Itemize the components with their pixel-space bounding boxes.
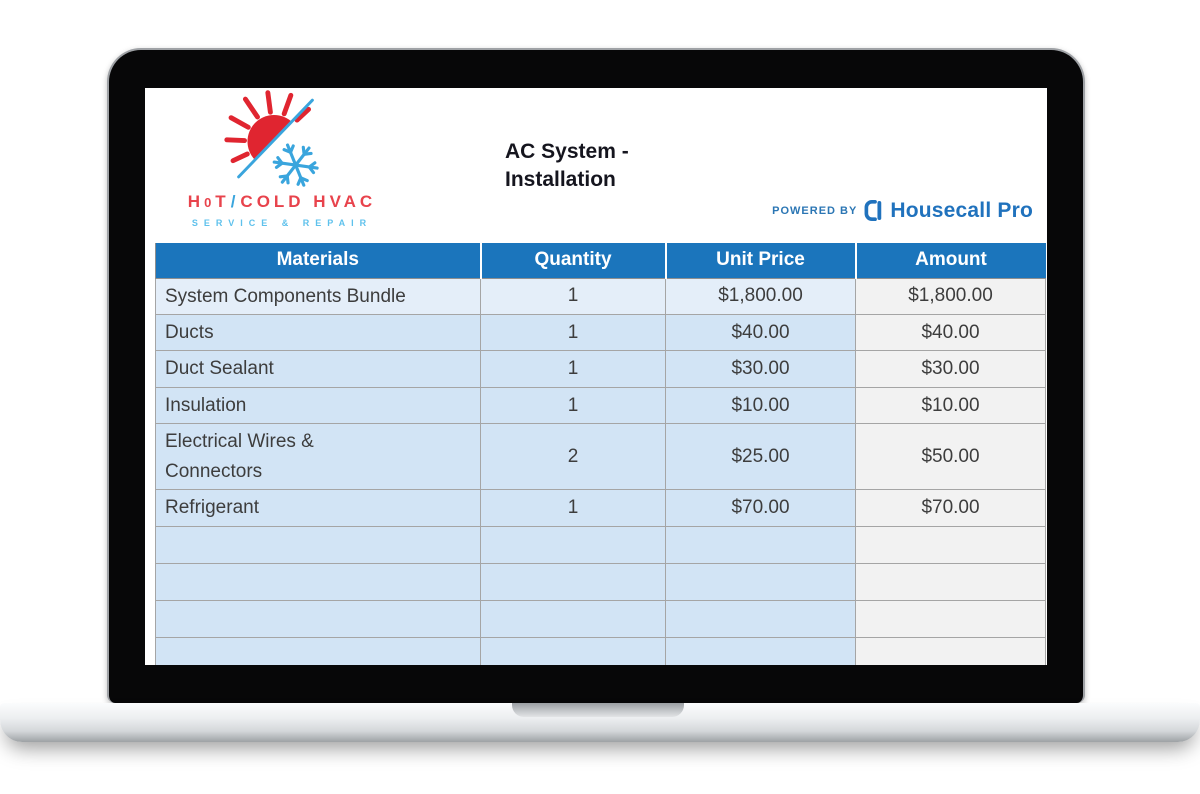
materials-table: Materials Quantity Unit Price Amount Sys…: [155, 243, 1046, 665]
housecall-pro-icon: [864, 199, 882, 222]
wordmark-h: H: [187, 192, 205, 211]
table-row-empty: [155, 562, 1046, 601]
materials-cell-empty: [155, 636, 481, 665]
table-header-row: Materials Quantity Unit Price Amount: [155, 243, 1046, 279]
unit-price-cell: $25.00: [665, 423, 856, 491]
laptop-screen: H0T/COLD HVAC SERVICE & REPAIR AC System…: [145, 88, 1047, 665]
page-title-line1: AC System -: [505, 140, 629, 163]
amount-cell-empty: [855, 636, 1046, 665]
unit-price-cell-empty: [665, 525, 856, 564]
sun-snowflake-icon: [224, 90, 319, 187]
company-wordmark: H0T/COLD HVAC: [153, 192, 411, 212]
amount-cell: $30.00: [855, 350, 1046, 388]
amount-cell-empty: [855, 562, 1046, 601]
table-row-empty: [155, 636, 1046, 665]
laptop-base-notch: [512, 703, 684, 717]
table-row: Insulation 1 $10.00 $10.00: [155, 386, 1046, 425]
page-title: AC System - Installation: [505, 138, 629, 194]
quantity-cell-empty: [480, 562, 666, 601]
unit-price-cell: $30.00: [665, 350, 856, 388]
quantity-cell: 1: [480, 489, 666, 527]
company-tagline: SERVICE & REPAIR: [191, 218, 373, 228]
laptop-bezel: H0T/COLD HVAC SERVICE & REPAIR AC System…: [107, 48, 1085, 703]
materials-cell: Refrigerant: [155, 489, 481, 527]
amount-cell: $10.00: [855, 386, 1046, 425]
materials-cell-empty: [155, 562, 481, 601]
column-header-quantity: Quantity: [479, 243, 666, 279]
materials-cell: System Components Bundle: [155, 277, 481, 315]
wordmark-slash: /: [230, 192, 240, 211]
amount-cell: $1,800.00: [855, 277, 1046, 315]
table-row-empty: [155, 525, 1046, 564]
amount-cell: $40.00: [855, 313, 1046, 352]
powered-by-badge: POWERED BY Housecall Pro: [772, 198, 1033, 223]
amount-cell-empty: [855, 525, 1046, 564]
quantity-cell: 2: [480, 423, 666, 491]
quantity-cell: 1: [480, 350, 666, 388]
table-body: System Components Bundle 1 $1,800.00 $1,800…: [155, 277, 1046, 665]
table-row: Electrical Wires & Connectors 2 $25.00 $50.…: [155, 423, 1046, 491]
materials-cell: Insulation: [155, 386, 481, 425]
page-title-line2: Installation: [505, 168, 616, 191]
amount-cell: $70.00: [855, 489, 1046, 527]
quantity-cell-empty: [480, 599, 666, 638]
materials-cell: Electrical Wires & Connectors: [155, 423, 481, 491]
quantity-cell: 1: [480, 313, 666, 352]
table-row: Ducts 1 $40.00 $40.00: [155, 313, 1046, 352]
materials-table-container: Materials Quantity Unit Price Amount Sys…: [155, 243, 1046, 665]
unit-price-cell-empty: [665, 562, 856, 601]
materials-cell-empty: [155, 599, 481, 638]
column-header-unit-price: Unit Price: [664, 243, 856, 279]
quantity-cell-empty: [480, 525, 666, 564]
unit-price-cell: $40.00: [665, 313, 856, 352]
materials-cell: Duct Sealant: [155, 350, 481, 388]
amount-cell: $50.00: [855, 423, 1046, 491]
table-row: Duct Sealant 1 $30.00 $30.00: [155, 350, 1046, 388]
materials-cell-empty: [155, 525, 481, 564]
table-row: System Components Bundle 1 $1,800.00 $1,800…: [155, 277, 1046, 315]
quantity-cell-empty: [480, 636, 666, 665]
amount-cell-empty: [855, 599, 1046, 638]
table-row: Refrigerant 1 $70.00 $70.00: [155, 489, 1046, 527]
column-header-materials: Materials: [155, 243, 481, 279]
unit-price-cell-empty: [665, 599, 856, 638]
materials-cell: Ducts: [155, 313, 481, 352]
housecall-pro-brand: Housecall Pro: [890, 198, 1033, 222]
wordmark-t: T: [215, 192, 230, 211]
table-row-empty: [155, 599, 1046, 638]
unit-price-cell: $1,800.00: [665, 277, 856, 315]
wordmark-cold-hvac: COLD HVAC: [240, 192, 377, 211]
column-header-amount: Amount: [854, 243, 1046, 279]
wordmark-o: 0: [204, 195, 216, 210]
unit-price-cell-empty: [665, 636, 856, 665]
unit-price-cell: $70.00: [665, 489, 856, 527]
quantity-cell: 1: [480, 277, 666, 315]
powered-by-label: POWERED BY: [772, 204, 858, 217]
quantity-cell: 1: [480, 386, 666, 425]
unit-price-cell: $10.00: [665, 386, 856, 425]
